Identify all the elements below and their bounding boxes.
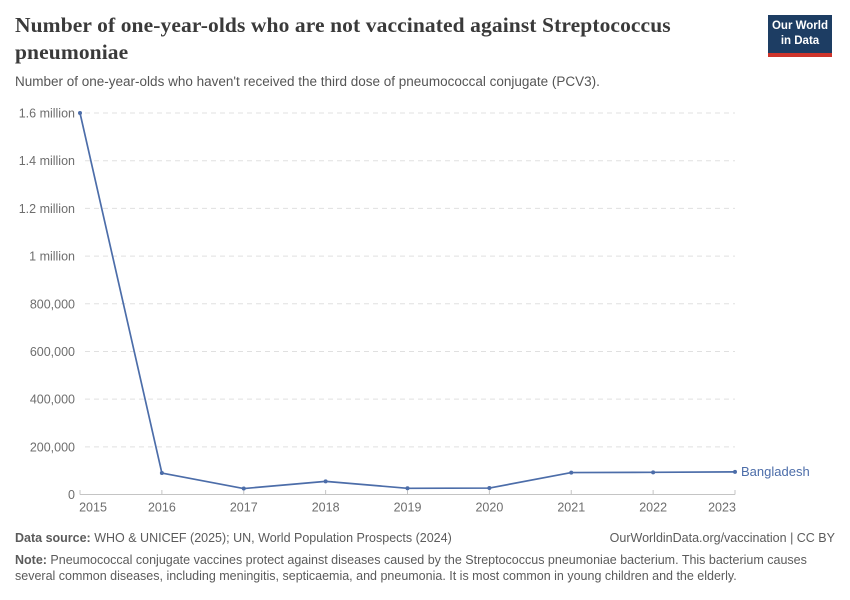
y-tick-label: 1.2 million bbox=[19, 202, 75, 216]
x-tick-label: 2022 bbox=[639, 501, 667, 515]
y-tick-label: 1.4 million bbox=[19, 154, 75, 168]
owid-logo-line1: Our World bbox=[771, 20, 828, 32]
owid-logo-line2: in Data bbox=[780, 34, 820, 47]
x-tick-label: 2017 bbox=[230, 501, 258, 515]
chart-title: Number of one-year-olds who are not vacc… bbox=[15, 13, 671, 64]
y-tick-label: 200,000 bbox=[30, 440, 75, 454]
note-label: Note: bbox=[15, 553, 47, 567]
chart-subtitle: Number of one-year-olds who haven't rece… bbox=[15, 74, 600, 90]
data-point-bangladesh-2016[interactable] bbox=[159, 471, 164, 476]
note-text: Pneumococcal conjugate vaccines protect … bbox=[15, 553, 807, 583]
data-point-bangladesh-2019[interactable] bbox=[405, 486, 410, 491]
x-tick-label: 2023 bbox=[708, 501, 736, 515]
chart-note: Note: Pneumococcal conjugate vaccines pr… bbox=[15, 552, 815, 584]
y-tick-label: 600,000 bbox=[30, 345, 75, 359]
data-point-bangladesh-2023[interactable] bbox=[733, 469, 737, 474]
owid-logo[interactable]: Our World in Data bbox=[768, 15, 832, 57]
y-tick-label: 1.6 million bbox=[19, 107, 75, 121]
chart-footer: Data source: WHO & UNICEF (2025); UN, Wo… bbox=[15, 530, 835, 584]
y-tick-label: 400,000 bbox=[30, 393, 75, 407]
data-point-bangladesh-2020[interactable] bbox=[487, 486, 492, 491]
x-tick-label: 2021 bbox=[557, 501, 585, 515]
x-tick-label: 2016 bbox=[148, 501, 176, 515]
data-source-label: Data source: bbox=[15, 531, 91, 545]
data-point-bangladesh-2017[interactable] bbox=[241, 486, 246, 491]
data-point-bangladesh-2015[interactable] bbox=[78, 111, 82, 115]
y-tick-label: 0 bbox=[68, 488, 75, 502]
data-point-bangladesh-2021[interactable] bbox=[569, 470, 574, 475]
source-row: Data source: WHO & UNICEF (2025); UN, Wo… bbox=[15, 530, 835, 546]
x-tick-label: 2018 bbox=[312, 501, 340, 515]
y-tick-label: 1 million bbox=[29, 250, 75, 264]
chart-header: Number of one-year-olds who are not vacc… bbox=[15, 12, 835, 89]
data-source: Data source: WHO & UNICEF (2025); UN, Wo… bbox=[15, 530, 452, 546]
y-tick-label: 800,000 bbox=[30, 297, 75, 311]
data-point-bangladesh-2018[interactable] bbox=[323, 479, 328, 484]
data-point-bangladesh-2022[interactable] bbox=[651, 470, 656, 475]
x-tick-label: 2015 bbox=[79, 501, 107, 515]
series-label-bangladesh[interactable]: Bangladesh bbox=[741, 464, 810, 479]
x-tick-label: 2020 bbox=[475, 501, 503, 515]
x-tick-label: 2019 bbox=[394, 501, 422, 515]
data-source-text: WHO & UNICEF (2025); UN, World Populatio… bbox=[90, 531, 452, 545]
owid-license-link[interactable]: OurWorldinData.org/vaccination | CC BY bbox=[609, 531, 835, 545]
data-line-bangladesh[interactable] bbox=[79, 112, 736, 490]
